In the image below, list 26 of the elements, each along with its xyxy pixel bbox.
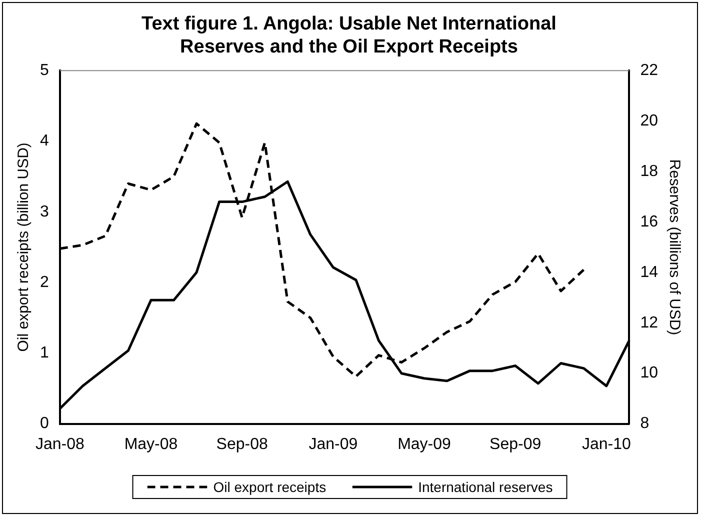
y2-tick-label: 16 <box>640 213 658 230</box>
y2-tick-label: 8 <box>640 415 650 432</box>
x-tick-label: May-08 <box>124 436 178 453</box>
y2-tick-label: 22 <box>640 62 658 80</box>
x-tick-label: Sep-08 <box>216 436 268 453</box>
y2-tick-label: 14 <box>640 264 658 281</box>
y2-axis-title: Reserves (billions of USD) <box>666 159 683 336</box>
y-tick-label: 2 <box>40 274 49 291</box>
y2-tick-label: 10 <box>640 364 658 382</box>
legend-label: Oil export receipts <box>213 479 326 495</box>
chart-title: Text figure 1. Angola: Usable Net International Reserves and the Oil Export Receipts <box>142 14 556 58</box>
y-tick-label: 5 <box>40 62 49 80</box>
x-tick-label: Jan-10 <box>582 436 631 453</box>
y-tick-label: 1 <box>40 344 49 362</box>
y-tick-label: 3 <box>40 203 49 220</box>
y-tick-label: 4 <box>40 132 49 150</box>
x-tick-label: Jan-09 <box>308 436 358 453</box>
y2-tick-label: 18 <box>640 162 658 180</box>
legend-label: International reserves <box>418 479 553 495</box>
y2-tick-label: 12 <box>640 314 658 332</box>
y-tick-label: 0 <box>40 415 49 432</box>
x-tick-label: May-09 <box>398 436 452 453</box>
x-tick-label: Sep-09 <box>490 436 542 453</box>
y-axis-title: Oil export receipts (billion USD) <box>15 142 32 352</box>
x-tick-label: Jan-08 <box>35 436 84 453</box>
y2-tick-label: 20 <box>640 112 658 130</box>
